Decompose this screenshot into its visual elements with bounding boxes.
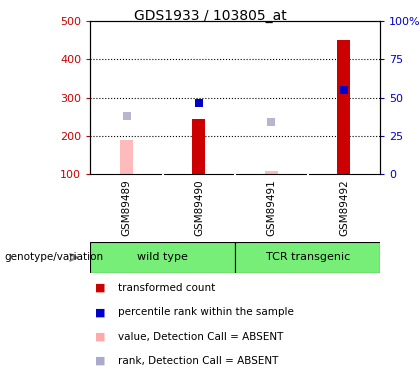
Text: GSM89492: GSM89492 xyxy=(339,180,349,237)
Bar xyxy=(235,242,380,273)
Text: ■: ■ xyxy=(94,308,105,317)
Text: value, Detection Call = ABSENT: value, Detection Call = ABSENT xyxy=(118,332,283,342)
Text: GSM89491: GSM89491 xyxy=(266,180,276,237)
Text: GSM89489: GSM89489 xyxy=(121,180,131,237)
Text: percentile rank within the sample: percentile rank within the sample xyxy=(118,308,294,317)
Text: wild type: wild type xyxy=(137,252,188,262)
Bar xyxy=(337,40,350,174)
Text: GSM89490: GSM89490 xyxy=(194,180,204,237)
Text: ■: ■ xyxy=(94,356,105,366)
Text: TCR transgenic: TCR transgenic xyxy=(265,252,350,262)
Text: ■: ■ xyxy=(94,332,105,342)
Bar xyxy=(192,119,205,174)
Bar xyxy=(120,140,133,174)
Text: genotype/variation: genotype/variation xyxy=(4,252,103,262)
Text: transformed count: transformed count xyxy=(118,283,215,293)
Text: rank, Detection Call = ABSENT: rank, Detection Call = ABSENT xyxy=(118,356,278,366)
Bar xyxy=(90,242,235,273)
Bar xyxy=(265,171,278,174)
Text: GDS1933 / 103805_at: GDS1933 / 103805_at xyxy=(134,9,286,23)
Text: ■: ■ xyxy=(94,283,105,293)
